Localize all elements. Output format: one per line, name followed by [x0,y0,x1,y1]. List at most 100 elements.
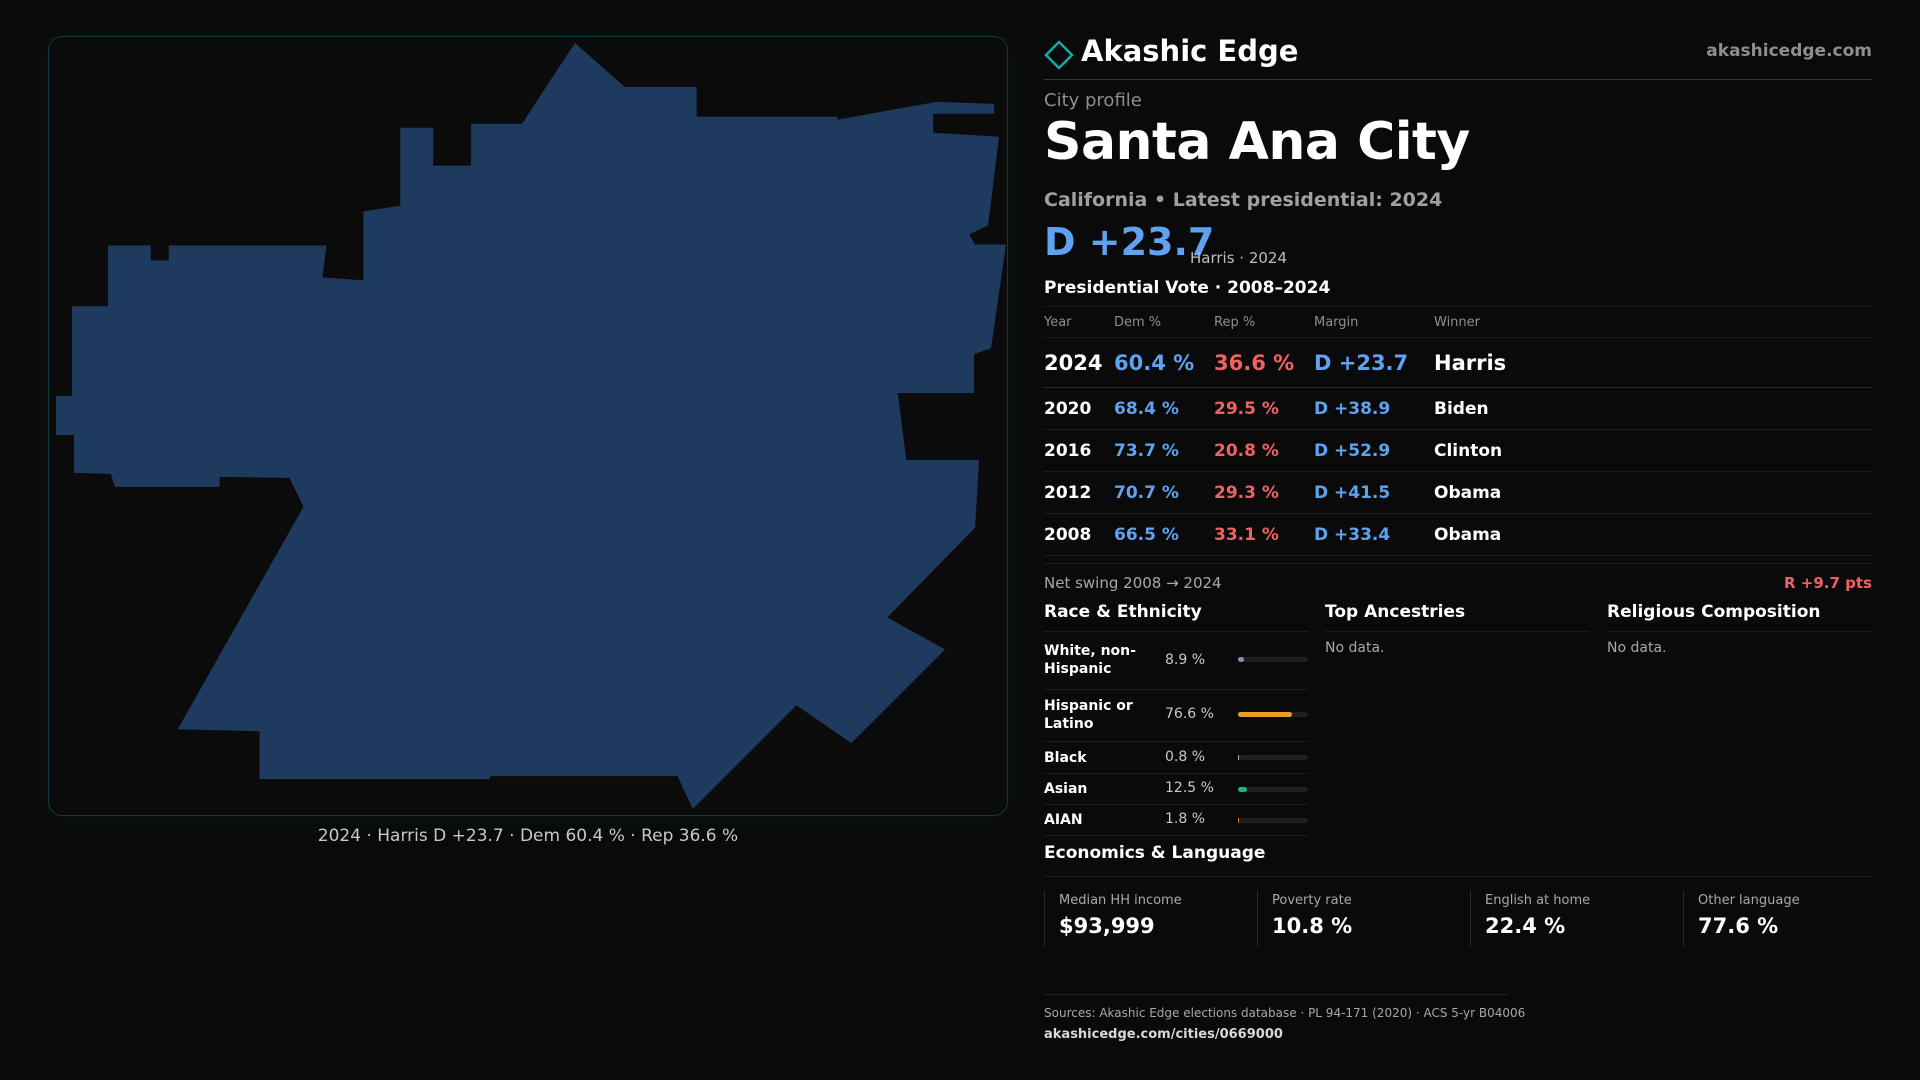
page-subtitle: California • Latest presidential: 2024 [1044,189,1443,211]
economics-section-title: Economics & Language [1044,843,1872,877]
table-row: 2012 70.7 % 29.3 % D +41.5 Obama [1044,472,1872,514]
stat-card-other-language: Other language 77.6 % [1683,890,1873,946]
race-label: Hispanic or Latino [1044,698,1133,732]
cell-dem: 68.4 % [1114,399,1179,419]
race-bar-fill [1238,755,1240,760]
cell-year: 2020 [1044,399,1092,419]
cell-winner: Biden [1434,399,1489,419]
stat-value: 77.6 % [1698,914,1779,938]
column-header-winner: Winner [1434,315,1481,330]
cell-winner: Clinton [1434,441,1503,461]
cell-year: 2012 [1044,483,1092,503]
race-row: Asian 12.5 % [1044,774,1308,805]
net-swing-value: R +9.7 pts [1784,574,1872,592]
religion-section: Religious Composition No data. [1607,600,1872,656]
race-pct: 76.6 % [1165,706,1214,722]
cell-rep: 33.1 % [1214,525,1279,545]
race-bar-fill [1238,787,1247,792]
headline-margin: D +23.7 [1044,220,1215,264]
cell-margin: D +23.7 [1314,351,1409,375]
page-kicker: City profile [1044,90,1142,111]
race-label: Black [1044,750,1087,766]
race-bar-track [1238,818,1308,823]
race-bar-track [1238,787,1308,792]
race-pct: 12.5 % [1165,780,1214,796]
map-panel[interactable] [48,36,1008,816]
vote-table: Year Dem % Rep % Margin Winner 2024 60.4… [1044,306,1872,556]
cell-year: 2008 [1044,525,1092,545]
ancestries-section: Top Ancestries No data. [1325,600,1589,656]
race-label: Asian [1044,781,1088,797]
table-row: 2020 68.4 % 29.5 % D +38.9 Biden [1044,388,1872,430]
cell-dem: 60.4 % [1114,351,1195,375]
cell-winner: Obama [1434,483,1502,503]
stat-value: $93,999 [1059,914,1155,938]
table-row: 2008 66.5 % 33.1 % D +33.4 Obama [1044,514,1872,556]
net-swing-label: Net swing 2008 → 2024 [1044,574,1222,592]
stat-value: 22.4 % [1485,914,1566,938]
cell-winner: Harris [1434,351,1507,375]
stat-value: 10.8 % [1272,914,1353,938]
stat-label: Median HH income [1059,893,1182,908]
race-label: AIAN [1044,812,1083,828]
footer: Sources: Akashic Edge elections database… [1044,994,1526,1042]
cell-margin: D +38.9 [1314,399,1391,419]
race-pct: 8.9 % [1165,652,1206,668]
race-bar-fill [1238,657,1245,662]
column-header-year: Year [1044,315,1072,330]
cell-rep: 29.3 % [1214,483,1279,503]
stat-label: English at home [1485,893,1591,908]
race-row: White, non-Hispanic 8.9 % [1044,632,1308,690]
ancestries-empty-text: No data. [1325,640,1385,656]
table-row: 2024 60.4 % 36.6 % D +23.7 Harris [1044,338,1872,388]
stat-label: Poverty rate [1272,893,1352,908]
net-swing-row: Net swing 2008 → 2024 R +9.7 pts [1044,563,1872,599]
cell-year: 2024 [1044,351,1103,375]
cell-rep: 29.5 % [1214,399,1279,419]
race-bar-fill [1238,712,1292,717]
economics-cards: Median HH income $93,999 Poverty rate 10… [1044,890,1872,946]
cell-year: 2016 [1044,441,1092,461]
race-pct: 0.8 % [1165,749,1206,765]
religion-empty-text: No data. [1607,640,1667,656]
stat-card-median-income: Median HH income $93,999 [1044,890,1234,946]
ancestries-section-title: Top Ancestries [1325,600,1589,632]
headline-margin-note: Harris · 2024 [1190,249,1288,267]
column-header-dem: Dem % [1114,315,1162,330]
profile-panel: Akashic Edge akashicedge.com City profil… [1044,0,1872,1080]
map-caption: 2024 · Harris D +23.7 · Dem 60.4 % · Rep… [317,826,739,846]
city-boundary-shape[interactable] [55,42,1007,810]
brand-header: Akashic Edge akashicedge.com [1044,30,1872,80]
stat-card-poverty-rate: Poverty rate 10.8 % [1257,890,1447,946]
race-row: AIAN 1.8 % [1044,805,1308,836]
cell-margin: D +33.4 [1314,525,1391,545]
page-url-link[interactable]: akashicedge.com/cities/0669000 [1044,1027,1283,1042]
vote-table-header: Year Dem % Rep % Margin Winner [1044,306,1872,338]
race-row: Hispanic or Latino 76.6 % [1044,690,1308,742]
diamond-outline-icon [1044,40,1074,70]
stat-card-english-at-home: English at home 22.4 % [1470,890,1660,946]
vote-section-title: Presidential Vote · 2008–2024 [1044,278,1331,298]
cell-rep: 36.6 % [1214,351,1295,375]
brand-url-link[interactable]: akashicedge.com [1706,41,1872,61]
city-boundary-map[interactable] [49,37,1007,815]
race-bar-track [1238,712,1308,717]
stat-label: Other language [1698,893,1800,908]
race-pct: 1.8 % [1165,811,1206,827]
column-header-rep: Rep % [1214,315,1256,330]
race-bar-track [1238,755,1308,760]
cell-dem: 73.7 % [1114,441,1179,461]
cell-rep: 20.8 % [1214,441,1279,461]
page-title: Santa Ana City [1044,112,1470,172]
cell-winner: Obama [1434,525,1502,545]
religion-section-title: Religious Composition [1607,600,1872,632]
column-header-margin: Margin [1314,315,1359,330]
cell-dem: 70.7 % [1114,483,1179,503]
sources-text: Sources: Akashic Edge elections database… [1044,1006,1526,1020]
cell-margin: D +52.9 [1314,441,1391,461]
brand-name[interactable]: Akashic Edge [1081,34,1299,68]
table-row: 2016 73.7 % 20.8 % D +52.9 Clinton [1044,430,1872,472]
race-label: White, non-Hispanic [1044,643,1136,677]
race-section-title: Race & Ethnicity [1044,600,1308,632]
cell-dem: 66.5 % [1114,525,1179,545]
